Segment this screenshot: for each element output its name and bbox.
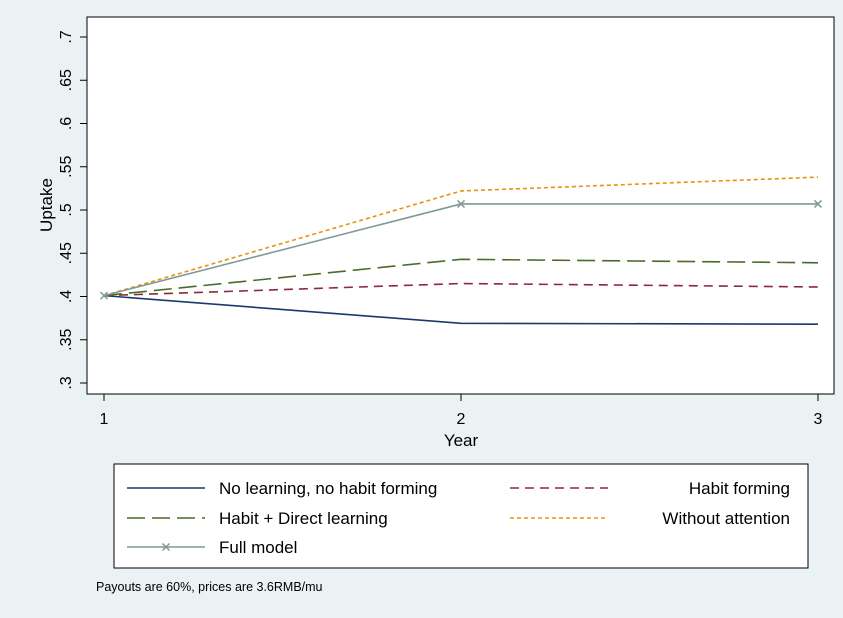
y-tick-label: .55 bbox=[58, 156, 75, 178]
x-tick-label: 3 bbox=[814, 411, 823, 428]
legend-label: Full model bbox=[219, 538, 297, 557]
legend-label: Habit + Direct learning bbox=[219, 509, 388, 528]
y-tick-label: .7 bbox=[58, 30, 75, 43]
legend-label: Without attention bbox=[662, 509, 790, 528]
legend-label: No learning, no habit forming bbox=[219, 479, 437, 498]
series-line-habit-direct-learning bbox=[103, 258, 819, 297]
legend-item-no-learning-no-habit-forming: No learning, no habit forming bbox=[127, 479, 437, 498]
series-layer bbox=[99, 176, 823, 325]
data-point-full-model bbox=[456, 199, 466, 208]
y-axis: .3 .35 .4 .45 .5 .55 .6 .65 .7 bbox=[58, 30, 87, 390]
series-line-no-learning-no-habit-forming bbox=[103, 294, 819, 325]
data-point-full-model bbox=[813, 199, 823, 208]
y-tick-label: .65 bbox=[58, 69, 75, 91]
legend-item-habit-forming: Habit forming bbox=[510, 479, 790, 498]
chart-note: Payouts are 60%, prices are 3.6RMB/mu bbox=[96, 580, 323, 594]
data-point-full-model bbox=[99, 291, 109, 300]
y-axis-label: Uptake bbox=[37, 178, 56, 232]
legend: No learning, no habit forming Habit formi… bbox=[127, 479, 790, 557]
legend-item-full-model: Full model bbox=[127, 538, 297, 557]
x-axis-label: Year bbox=[444, 431, 479, 450]
x-tick-label: 2 bbox=[457, 411, 466, 428]
y-tick-label: .35 bbox=[58, 329, 75, 351]
legend-box bbox=[113, 463, 809, 569]
legend-label: Habit forming bbox=[689, 479, 790, 498]
series-line-without-attention bbox=[103, 176, 819, 297]
y-tick-label: .5 bbox=[58, 203, 75, 216]
legend-marker bbox=[161, 542, 171, 552]
y-tick-label: .3 bbox=[58, 376, 75, 389]
legend-item-without-attention: Without attention bbox=[510, 509, 790, 528]
legend-item-habit-direct-learning: Habit + Direct learning bbox=[127, 509, 388, 528]
y-tick-label: .6 bbox=[58, 117, 75, 130]
y-tick-label: .4 bbox=[58, 290, 75, 303]
x-axis: 1 2 3 bbox=[100, 394, 823, 428]
y-tick-label: .45 bbox=[58, 242, 75, 264]
x-tick-label: 1 bbox=[100, 411, 109, 428]
